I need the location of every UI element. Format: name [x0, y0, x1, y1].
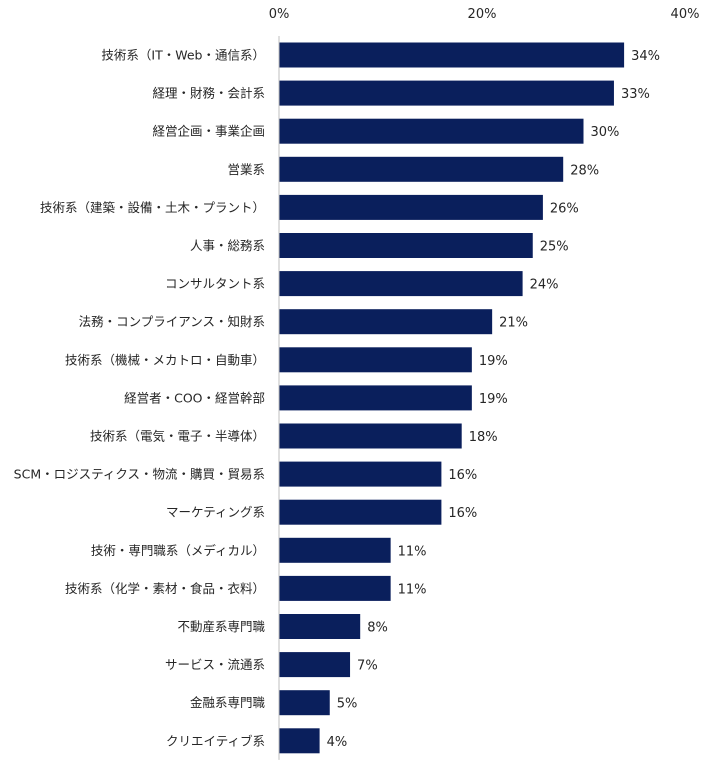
category-label: 不動産系専門職 [177, 619, 265, 634]
value-label: 25% [540, 240, 569, 255]
value-label: 7% [357, 659, 378, 674]
category-label: マーケティング系 [166, 505, 265, 520]
value-label: 33% [621, 87, 650, 102]
bar [279, 118, 584, 144]
x-tick-label: 40% [671, 7, 700, 22]
x-axis-ticks: 0% 20% 40% [269, 7, 700, 22]
value-label: 30% [591, 125, 620, 140]
bar [279, 652, 351, 678]
category-label: 技術系（IT・Web・通信系） [101, 48, 265, 63]
bar [279, 271, 523, 297]
bar [279, 537, 391, 563]
bar [279, 385, 472, 411]
category-label: サービス・流通系 [165, 657, 265, 672]
category-label: 技術・専門職系（メディカル） [91, 543, 265, 558]
value-label: 26% [550, 201, 579, 216]
category-label: コンサルタント系 [165, 276, 265, 291]
value-label: 28% [570, 163, 599, 178]
value-label: 8% [367, 621, 388, 636]
bar [279, 728, 320, 754]
category-label: 技術系（化学・素材・食品・衣料） [65, 581, 265, 596]
category-label: 技術系（機械・メカトロ・自動車） [65, 352, 265, 367]
value-label: 11% [398, 582, 427, 597]
category-label: 金融系専門職 [190, 695, 266, 710]
category-label: 経理・財務・会計系 [152, 86, 265, 101]
bar [279, 80, 614, 106]
x-tick-label: 0% [269, 7, 290, 22]
value-label: 11% [398, 544, 427, 559]
value-label: 34% [631, 49, 660, 64]
bar [279, 233, 533, 258]
category-labels: 技術系（IT・Web・通信系） 経理・財務・会計系経営企画・事業企画営業系技術系（… [14, 48, 266, 749]
bar [279, 575, 391, 601]
bar [279, 194, 543, 220]
x-tick-label: 20% [468, 7, 497, 22]
value-label: 18% [469, 430, 498, 445]
bar [279, 614, 361, 639]
bar [279, 309, 493, 335]
value-label: 19% [479, 354, 508, 369]
value-labels: 34% 33% 30% 28% 26% 25% 24% 21% 19% 19% 18% 16% 16% 1… [327, 49, 660, 750]
bar [279, 347, 472, 373]
value-label: 16% [448, 506, 477, 521]
bars [279, 42, 625, 754]
bar [279, 690, 330, 716]
bar [279, 499, 442, 525]
category-label: 法務・コンプライアンス・知財系 [79, 314, 265, 329]
value-label: 24% [530, 278, 559, 293]
bar [279, 156, 564, 182]
category-label: 営業系 [227, 162, 265, 177]
category-label: 人事・総務系 [190, 238, 265, 253]
category-label: 経営企画・事業企画 [152, 124, 265, 139]
category-label: 経営者・COO・経営幹部 [124, 390, 265, 405]
value-label: 19% [479, 392, 508, 407]
category-label: クリエイティブ系 [166, 733, 265, 748]
value-label: 5% [337, 697, 358, 712]
category-label: 技術系（電気・電子・半導体） [90, 429, 265, 444]
value-label: 4% [327, 735, 348, 750]
value-label: 21% [499, 316, 528, 331]
category-label: SCM・ロジスティクス・物流・購買・貿易系 [14, 467, 265, 482]
bar [279, 42, 625, 68]
value-label: 16% [448, 468, 477, 483]
category-label: 技術系（建築・設備・土木・プラント） [40, 200, 265, 215]
bar [279, 461, 442, 487]
bar [279, 423, 462, 449]
